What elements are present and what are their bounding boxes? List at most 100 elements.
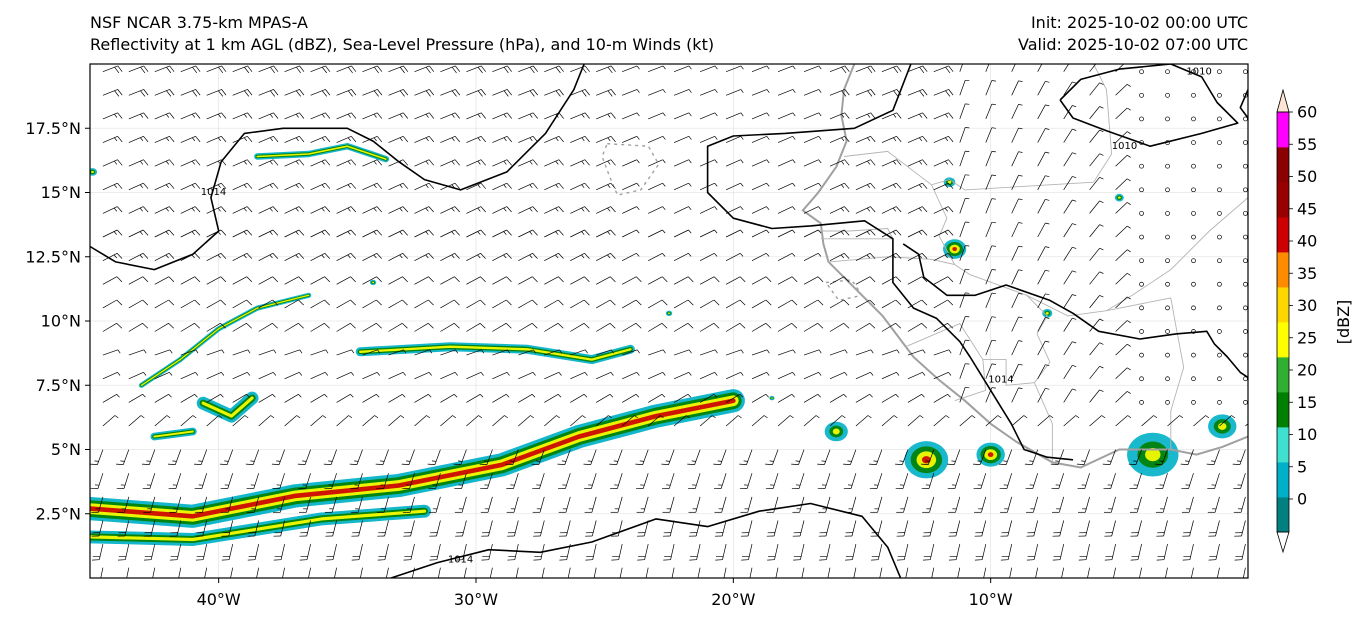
- wind-barb-halfflag: [483, 460, 489, 462]
- wind-barb-halfflag: [172, 460, 177, 462]
- wind-barb-staff: [544, 349, 560, 356]
- wind-barb-staff: [933, 206, 949, 214]
- wind-barb-flag: [610, 136, 616, 143]
- wind-barb-flag: [843, 323, 850, 329]
- wind-barb-flag: [454, 136, 460, 143]
- wind-barb-staff: [284, 349, 300, 356]
- wind-barb-flag: [976, 580, 983, 581]
- wind-barb-staff: [154, 229, 170, 238]
- wind-barb-staff: [825, 496, 831, 513]
- wind-barb-flag: [402, 159, 409, 166]
- wind-barb-halfflag: [844, 372, 848, 376]
- wind-barb-flag: [350, 299, 356, 306]
- wind-barb-flag: [1132, 580, 1139, 581]
- wind-barb-halfflag: [763, 415, 768, 419]
- wind-barb-halfflag: [1072, 270, 1077, 273]
- colorbar-tick-label: 20: [1297, 361, 1317, 380]
- wind-barb-halfflag: [114, 160, 118, 165]
- wind-barb-halfflag: [791, 394, 795, 398]
- wind-barb-staff: [492, 65, 508, 73]
- wind-barb-flag: [610, 253, 616, 259]
- wind-barb-staff: [254, 520, 260, 537]
- wind-barb-staff: [1089, 415, 1102, 427]
- wind-barb-staff: [881, 371, 897, 380]
- wind-barb-flag: [897, 583, 904, 584]
- wind-barb-staff: [518, 349, 534, 356]
- colorbar-bin: [1277, 392, 1289, 428]
- wind-barb-flag: [221, 112, 227, 119]
- wind-barb-flag: [298, 206, 305, 213]
- wind-barb-staff: [1242, 567, 1246, 578]
- wind-barb-staff: [357, 473, 363, 489]
- wind-barb-staff: [362, 252, 377, 262]
- wind-barb-staff: [907, 322, 922, 332]
- wind-barb-flag: [687, 463, 695, 465]
- wind-barb-halfflag: [1127, 415, 1132, 419]
- wind-barb-flag: [117, 206, 123, 213]
- wind-barb-flag: [402, 229, 408, 236]
- wind-barb-staff: [513, 473, 519, 489]
- wind-barb-flag: [896, 159, 902, 166]
- calm-wind-marker: [1165, 211, 1170, 216]
- wind-barb-halfflag: [503, 137, 507, 142]
- wind-barb-staff: [596, 135, 612, 143]
- wind-barb-halfflag: [425, 254, 429, 259]
- wind-barb-staff: [699, 65, 716, 73]
- wind-barb-flag: [919, 66, 925, 74]
- wind-barb-halfflag: [533, 349, 536, 354]
- wind-barb-staff: [336, 206, 352, 214]
- wind-barb-staff: [310, 206, 326, 214]
- wind-barb-halfflag: [295, 231, 299, 235]
- wind-barb-staff: [414, 65, 430, 73]
- wind-barb-flag: [481, 89, 486, 96]
- wind-barb-halfflag: [503, 207, 507, 212]
- wind-barb-flag: [948, 182, 954, 189]
- wind-barb-halfflag: [1127, 84, 1131, 87]
- wind-barb-flag: [168, 276, 175, 283]
- wind-barb-staff: [206, 135, 222, 143]
- wind-barb-staff: [206, 276, 221, 285]
- wind-barb-flag: [844, 136, 850, 143]
- wind-barb-staff: [258, 229, 274, 238]
- wind-barb-flag: [948, 89, 954, 96]
- wind-barb-flag: [93, 580, 100, 581]
- wind-barb-staff: [1163, 520, 1168, 537]
- wind-barb-staff: [955, 520, 961, 537]
- wind-barb-halfflag: [925, 460, 930, 462]
- wind-barb-staff: [570, 252, 585, 262]
- wind-barb-flag: [558, 112, 564, 119]
- wind-barb-flag: [1054, 580, 1061, 581]
- wind-barb-halfflag: [965, 150, 970, 152]
- wind-barb-staff: [694, 473, 701, 489]
- lon-tick-label: 40°W: [197, 590, 241, 609]
- calm-wind-marker: [1191, 376, 1196, 382]
- wind-barb-flag: [635, 299, 642, 306]
- wind-barb-halfflag: [244, 113, 247, 118]
- wind-barb-flag: [222, 583, 229, 584]
- wind-barb-staff: [751, 182, 767, 191]
- calm-wind-marker: [1217, 92, 1222, 98]
- wind-barb-staff: [933, 252, 949, 262]
- wind-barb-staff: [567, 567, 571, 578]
- wind-barb-flag: [352, 583, 359, 584]
- wind-barb-halfflag: [347, 137, 351, 142]
- wind-barb-flag: [247, 112, 253, 119]
- wind-barb-staff: [725, 299, 741, 309]
- wind-barb-staff: [436, 520, 441, 537]
- wind-barb-halfflag: [818, 349, 822, 354]
- wind-barb-halfflag: [717, 460, 722, 462]
- wind-barb-flag: [480, 182, 486, 189]
- colorbar-bin: [1277, 357, 1289, 393]
- wind-barb-flag: [532, 299, 538, 306]
- wind-barb-halfflag: [431, 460, 437, 462]
- wind-barb-staff: [855, 159, 871, 167]
- wind-barb-halfflag: [1045, 198, 1050, 201]
- wind-barb-halfflag: [505, 394, 510, 398]
- wind-barb-flag: [142, 323, 149, 329]
- wind-barb-halfflag: [243, 231, 247, 235]
- wind-barb-halfflag: [1018, 363, 1023, 366]
- wind-barb-staff: [1085, 544, 1090, 560]
- wind-barb-flag: [531, 323, 538, 329]
- wind-barb-flag: [558, 276, 564, 283]
- wind-barb-staff: [696, 544, 701, 560]
